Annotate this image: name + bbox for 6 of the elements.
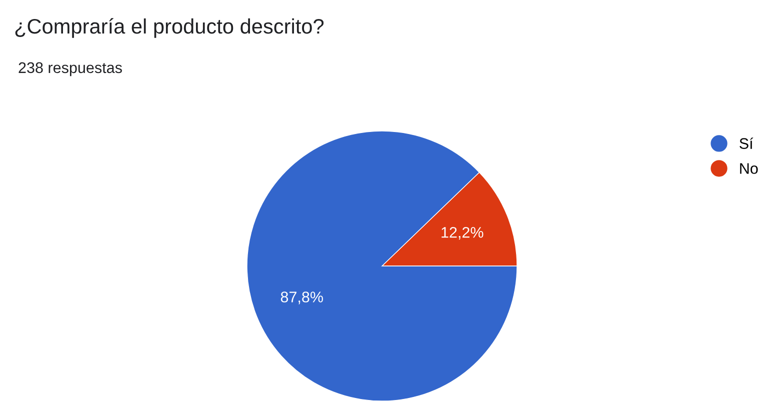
legend-label: Sí [740,138,754,149]
data-label: 12,2% [442,226,484,240]
text: 238 respuestas [18,62,122,76]
data-label: 87,8% [280,292,323,304]
legend-label: No [740,163,758,174]
chart-title: ¿Compraría el producto descrito? [15,18,324,38]
